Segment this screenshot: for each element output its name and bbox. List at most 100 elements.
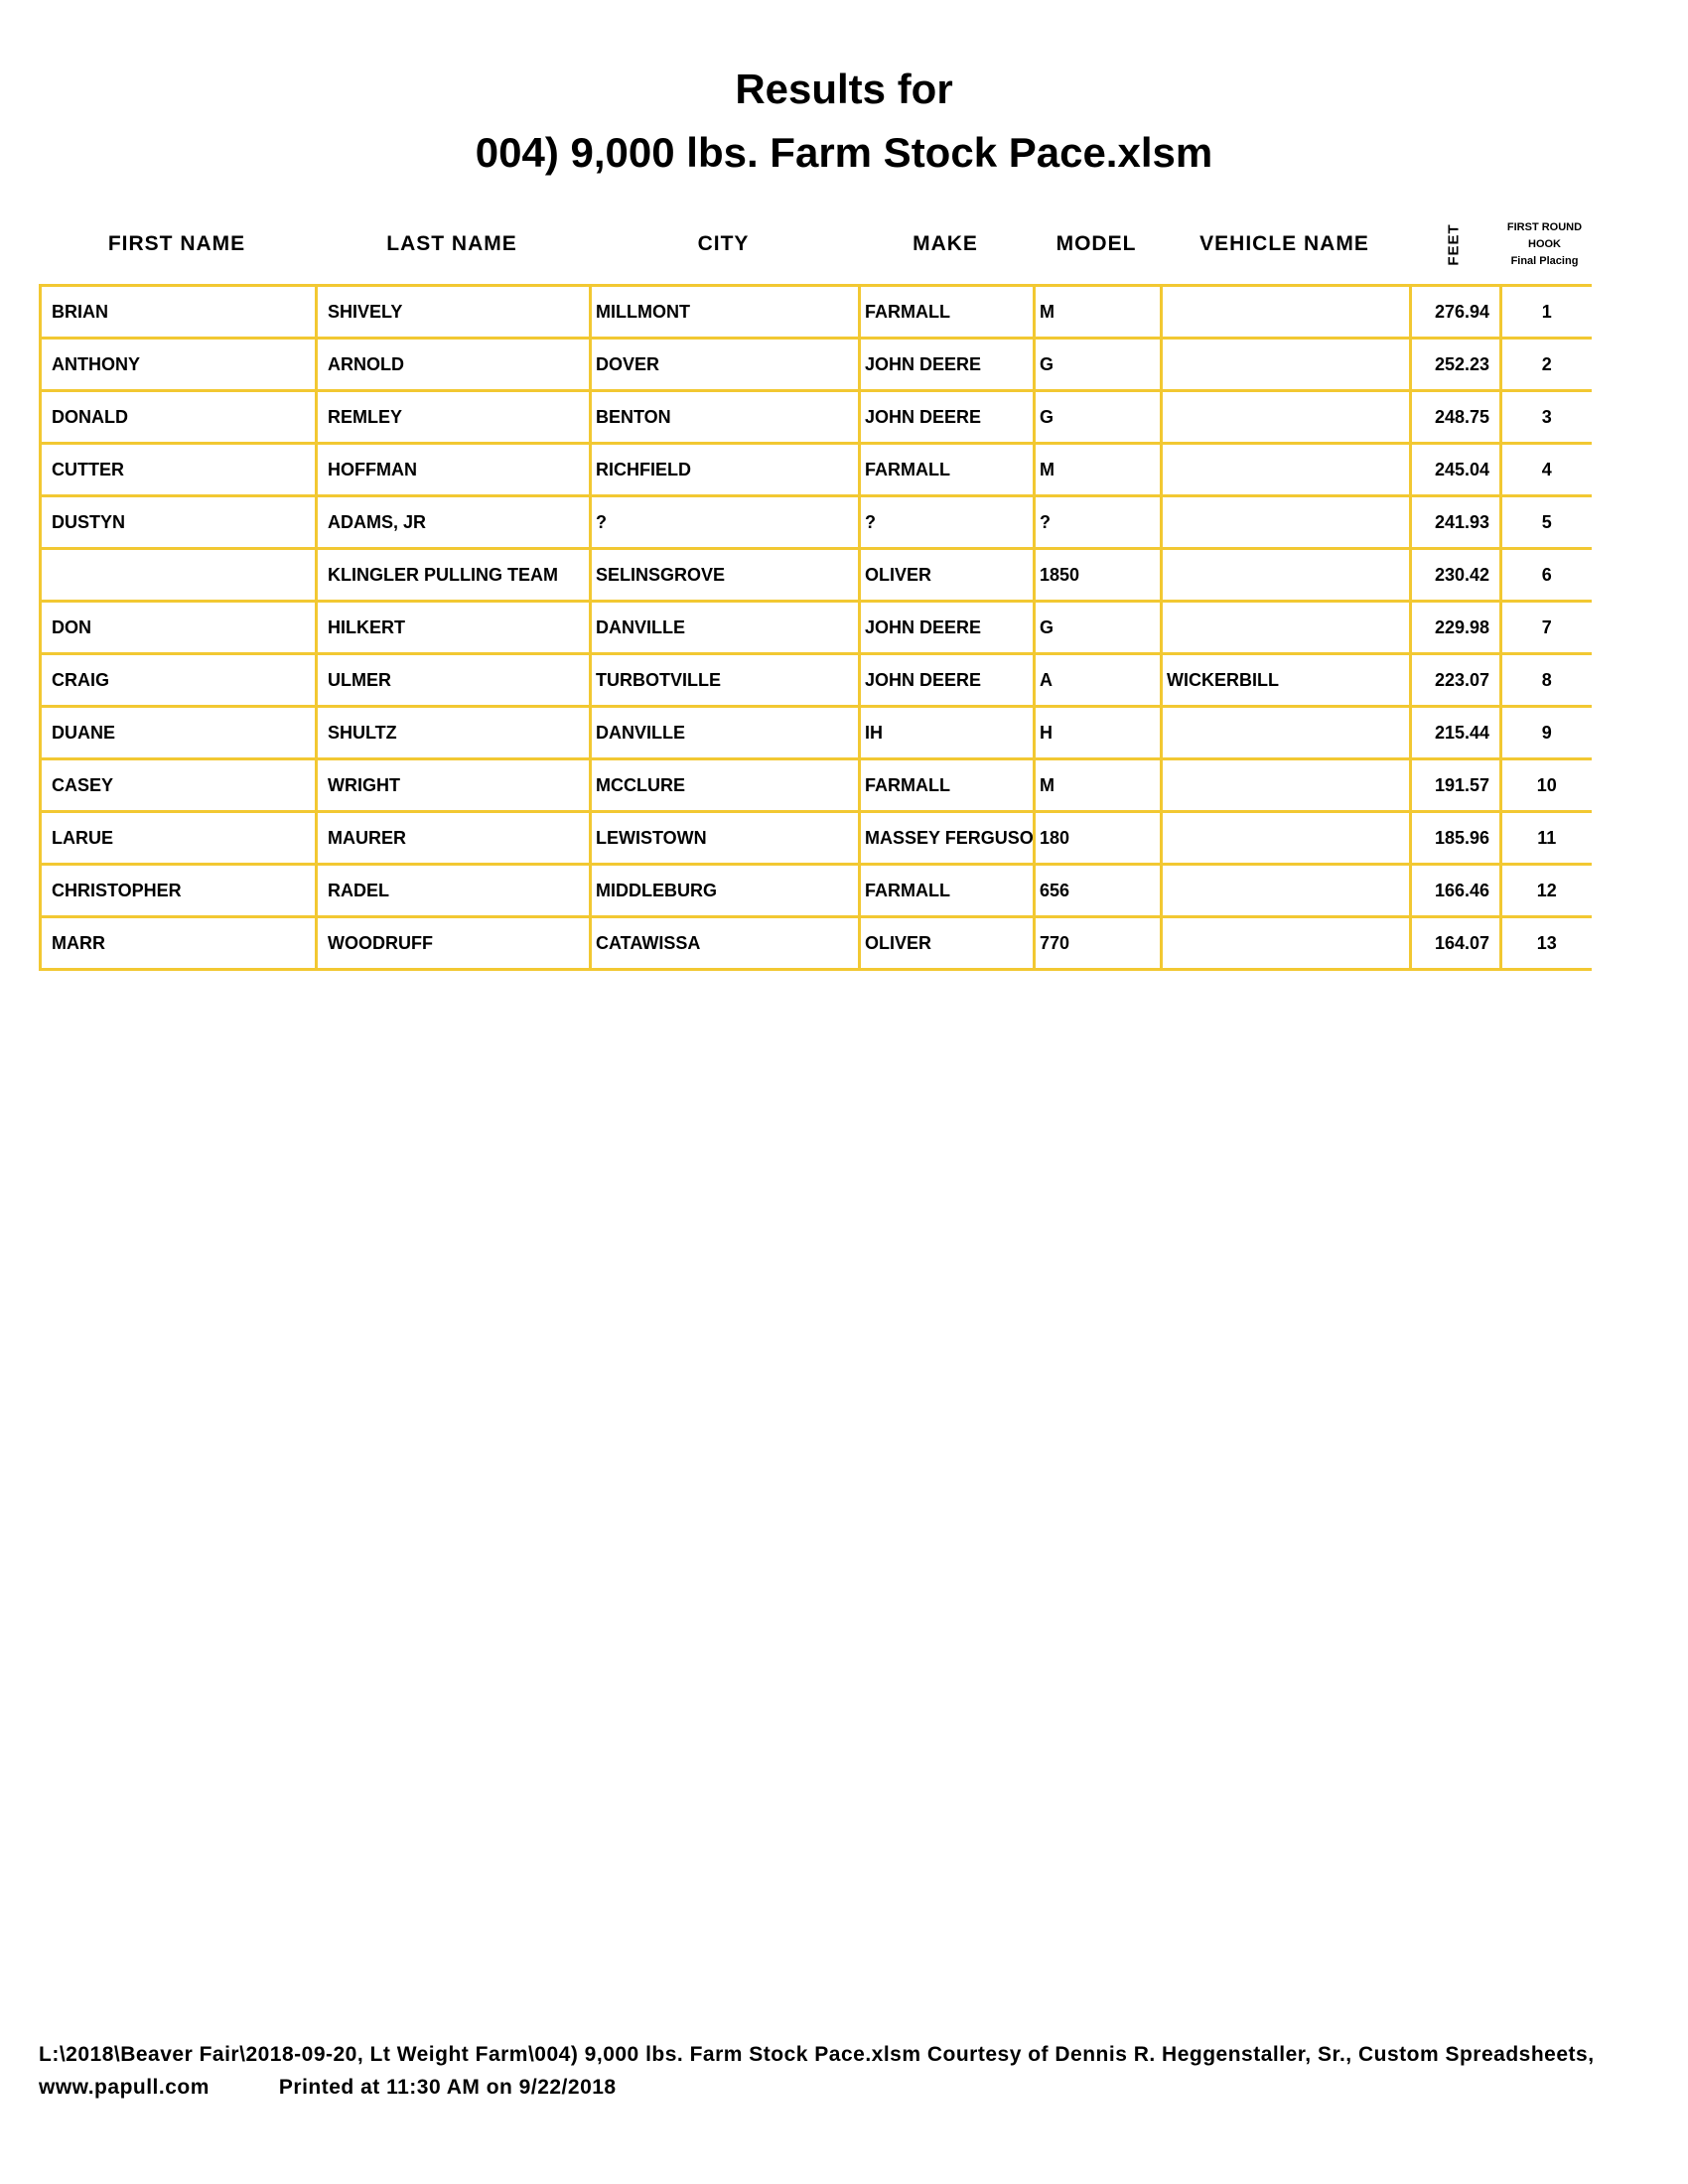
table-cell: MARR xyxy=(39,915,318,971)
table-cell xyxy=(1160,442,1412,497)
results-table: BRIAN SHIVELY MILLMONT FARMALL M 276.94 1 ANTHO… xyxy=(39,284,1592,971)
table-cell: RADEL xyxy=(315,863,592,918)
header-cell: VEHICLE NAME xyxy=(1199,232,1369,255)
table-cell: JOHN DEERE xyxy=(858,652,1036,708)
table-cell: MAURER xyxy=(315,810,592,866)
table-cell: FARMALL xyxy=(858,284,1036,340)
table-cell: RICHFIELD xyxy=(589,442,861,497)
table-cell: 11 xyxy=(1499,810,1592,866)
table-cell: ADAMS, JR xyxy=(315,494,592,550)
table-cell xyxy=(1160,863,1412,918)
table-cell: ARNOLD xyxy=(315,337,592,392)
table-cell: 13 xyxy=(1499,915,1592,971)
table-cell: 185.96 xyxy=(1409,810,1502,866)
table-cell: G xyxy=(1033,337,1163,392)
table-cell: CRAIG xyxy=(39,652,318,708)
table-cell: HILKERT xyxy=(315,600,592,655)
table-cell: 4 xyxy=(1499,442,1592,497)
table-cell xyxy=(39,547,318,603)
header-line: HOOK xyxy=(1528,237,1561,250)
table-cell: 1850 xyxy=(1033,547,1163,603)
table-cell: 9 xyxy=(1499,705,1592,760)
table-cell: 241.93 xyxy=(1409,494,1502,550)
table-row: CASEY WRIGHT MCCLURE FARMALL M 191.57 10 xyxy=(39,757,1592,813)
header-cell: CITY xyxy=(697,232,750,255)
table-cell: 2 xyxy=(1499,337,1592,392)
header-line: FIRST ROUND xyxy=(1506,220,1583,233)
table-cell: 5 xyxy=(1499,494,1592,550)
table-cell: M xyxy=(1033,284,1163,340)
table-cell: ULMER xyxy=(315,652,592,708)
table-cell: CUTTER xyxy=(39,442,318,497)
table-cell: DOVER xyxy=(589,337,861,392)
table-cell xyxy=(1160,915,1412,971)
table-cell: ? xyxy=(858,494,1036,550)
table-cell: JOHN DEERE xyxy=(858,337,1036,392)
table-cell: 1 xyxy=(1499,284,1592,340)
table-cell: TURBOTVILLE xyxy=(589,652,861,708)
header-cell: FIRST NAME xyxy=(107,232,246,255)
table-row: LARUE MAURER LEWISTOWN MASSEY FERGUSON 180 18… xyxy=(39,810,1592,866)
header-line: Final Placing xyxy=(1510,254,1579,267)
table-cell: ? xyxy=(1033,494,1163,550)
table-cell xyxy=(1160,547,1412,603)
table-cell: 230.42 xyxy=(1409,547,1502,603)
table-cell: DUANE xyxy=(39,705,318,760)
table-cell: BRIAN xyxy=(39,284,318,340)
table-cell: ? xyxy=(589,494,861,550)
table-cell xyxy=(1160,284,1412,340)
table-cell xyxy=(1160,494,1412,550)
header-cell: LAST NAME xyxy=(386,232,517,255)
table-cell xyxy=(1160,389,1412,445)
table-cell: 223.07 xyxy=(1409,652,1502,708)
table-cell: WICKERBILL xyxy=(1160,652,1412,708)
table-row: CHRISTOPHER RADEL MIDDLEBURG FARMALL 656 166.… xyxy=(39,863,1592,918)
header-cell: MAKE xyxy=(913,232,978,255)
table-cell: 248.75 xyxy=(1409,389,1502,445)
table-cell: JOHN DEERE xyxy=(858,389,1036,445)
table-cell: A xyxy=(1033,652,1163,708)
table-row: CUTTER HOFFMAN RICHFIELD FARMALL M 245.04 4 xyxy=(39,442,1592,497)
table-cell: LEWISTOWN xyxy=(589,810,861,866)
table-cell: JOHN DEERE xyxy=(858,600,1036,655)
table-cell: KLINGLER PULLING TEAM xyxy=(315,547,592,603)
table-cell: 245.04 xyxy=(1409,442,1502,497)
table-cell: ANTHONY xyxy=(39,337,318,392)
table-cell: 215.44 xyxy=(1409,705,1502,760)
table-cell: LARUE xyxy=(39,810,318,866)
table-cell xyxy=(1160,705,1412,760)
table-cell: OLIVER xyxy=(858,547,1036,603)
table-row: KLINGLER PULLING TEAM SELINSGROVE OLIVER 18… xyxy=(39,547,1592,603)
table-cell: CATAWISSA xyxy=(589,915,861,971)
table-cell: 276.94 xyxy=(1409,284,1502,340)
table-cell: M xyxy=(1033,442,1163,497)
table-cell: 3 xyxy=(1499,389,1592,445)
table-cell: 770 xyxy=(1033,915,1163,971)
table-cell: G xyxy=(1033,389,1163,445)
table-cell: MILLMONT xyxy=(589,284,861,340)
table-cell: SHIVELY xyxy=(315,284,592,340)
footer-printed: Printed at 11:30 AM on 9/22/2018 xyxy=(278,2076,617,2099)
table-cell: CHRISTOPHER xyxy=(39,863,318,918)
table-cell xyxy=(1160,600,1412,655)
table-cell: G xyxy=(1033,600,1163,655)
table-cell: 656 xyxy=(1033,863,1163,918)
table-header: FIRST NAME LAST NAME CITY MAKE MODEL VEHICLE … xyxy=(39,208,1590,280)
table-cell: FARMALL xyxy=(858,863,1036,918)
header-cell: MODEL xyxy=(1055,232,1137,255)
table-cell: M xyxy=(1033,757,1163,813)
table-cell: MCCLURE xyxy=(589,757,861,813)
table-cell xyxy=(1160,757,1412,813)
header-cell: FIRST ROUND HOOK Final Placing xyxy=(1499,208,1590,280)
table-cell: IH xyxy=(858,705,1036,760)
header-cell: FEET xyxy=(1409,208,1499,280)
table-cell: 7 xyxy=(1499,600,1592,655)
table-cell: 8 xyxy=(1499,652,1592,708)
table-cell: SHULTZ xyxy=(315,705,592,760)
table-cell: CASEY xyxy=(39,757,318,813)
table-cell: FARMALL xyxy=(858,442,1036,497)
table-cell: DONALD xyxy=(39,389,318,445)
table-cell: 10 xyxy=(1499,757,1592,813)
table-row: CRAIG ULMER TURBOTVILLE JOHN DEERE A WICKERBI… xyxy=(39,652,1592,708)
